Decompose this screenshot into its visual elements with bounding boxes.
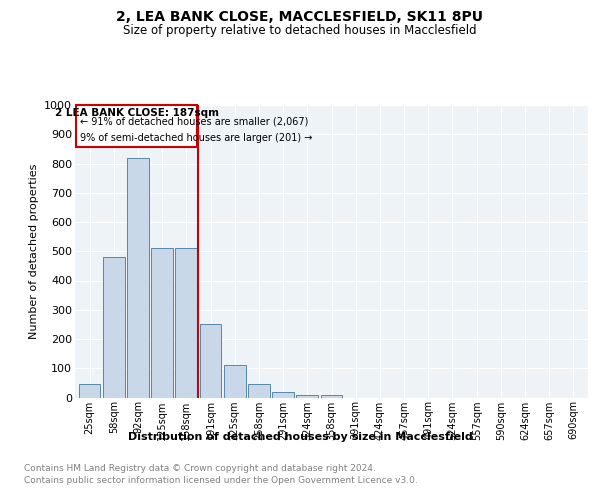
Text: Contains HM Land Registry data © Crown copyright and database right 2024.: Contains HM Land Registry data © Crown c… [24, 464, 376, 473]
Text: 9% of semi-detached houses are larger (201) →: 9% of semi-detached houses are larger (2… [80, 133, 312, 143]
Y-axis label: Number of detached properties: Number of detached properties [29, 164, 38, 339]
Bar [79, 384, 100, 398]
Bar [175, 248, 197, 398]
Bar [320, 395, 343, 398]
Text: Contains public sector information licensed under the Open Government Licence v3: Contains public sector information licen… [24, 476, 418, 485]
Bar [76, 105, 197, 148]
Text: 2 LEA BANK CLOSE: 187sqm: 2 LEA BANK CLOSE: 187sqm [55, 108, 219, 118]
Bar [151, 248, 173, 398]
Text: Distribution of detached houses by size in Macclesfield: Distribution of detached houses by size … [128, 432, 472, 442]
Bar [224, 366, 245, 398]
Text: Size of property relative to detached houses in Macclesfield: Size of property relative to detached ho… [123, 24, 477, 37]
Bar [103, 257, 125, 398]
Bar [200, 324, 221, 398]
Text: 2, LEA BANK CLOSE, MACCLESFIELD, SK11 8PU: 2, LEA BANK CLOSE, MACCLESFIELD, SK11 8P… [116, 10, 484, 24]
Text: ← 91% of detached houses are smaller (2,067): ← 91% of detached houses are smaller (2,… [80, 117, 308, 127]
Bar [248, 384, 270, 398]
Bar [127, 158, 149, 398]
Bar [272, 392, 294, 398]
Bar [296, 395, 318, 398]
